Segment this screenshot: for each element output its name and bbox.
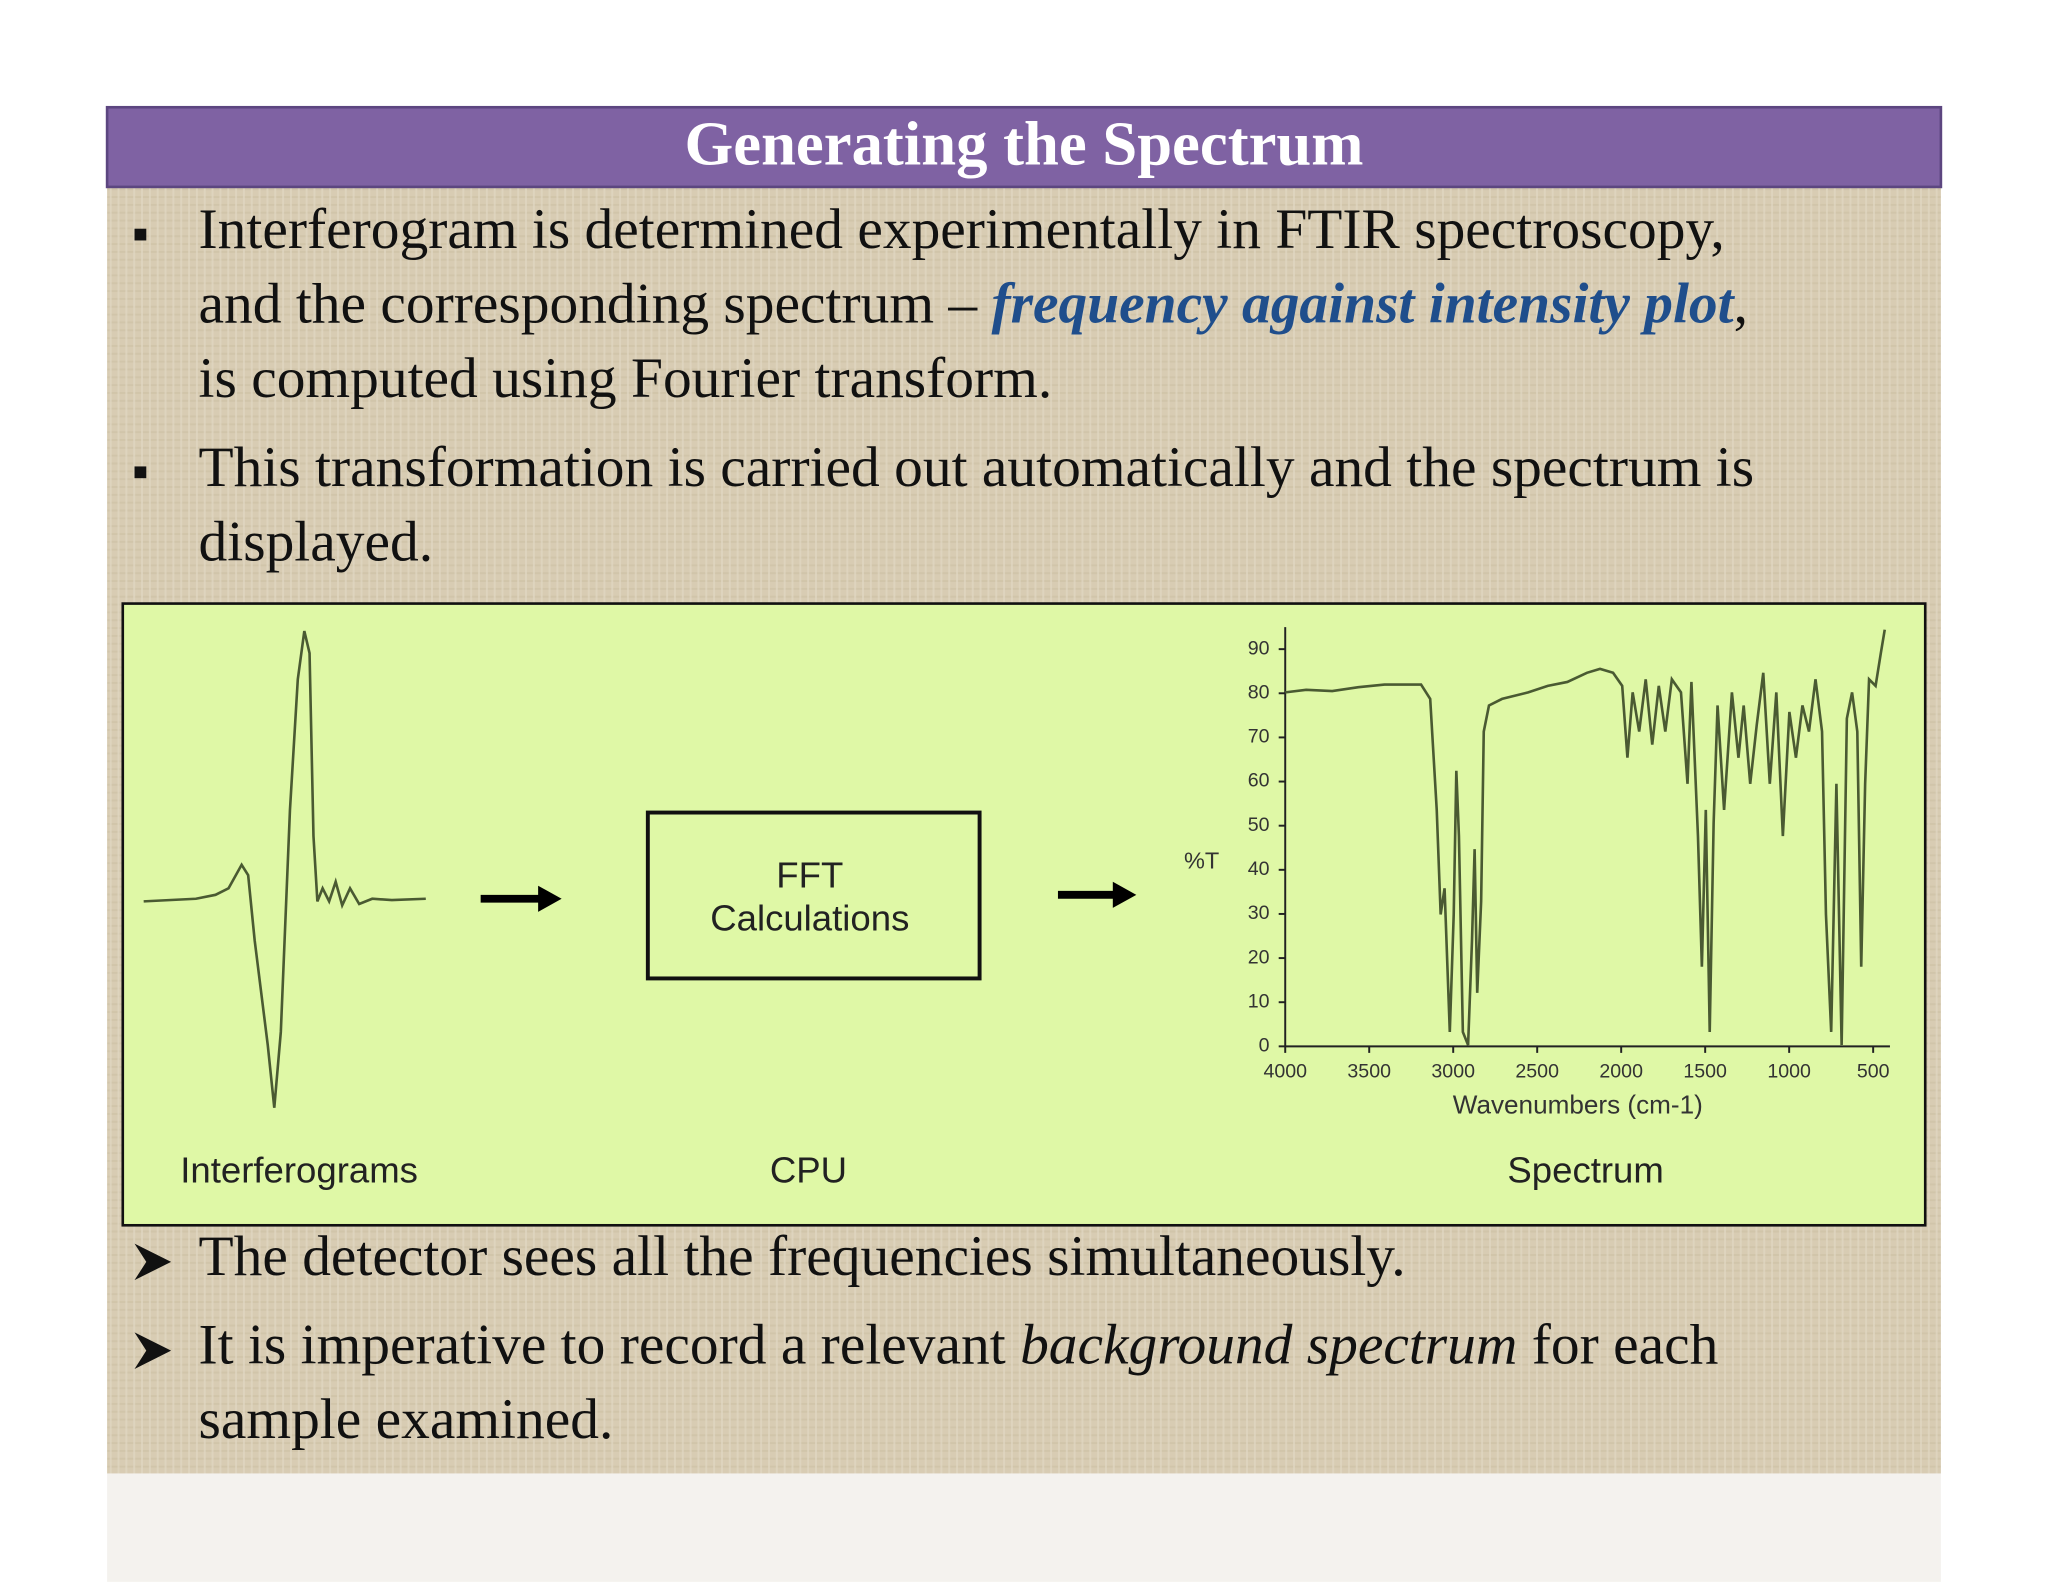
bullet-line: and the corresponding spectrum – frequen… — [199, 273, 1748, 336]
fft-box-label: FFT — [776, 855, 843, 896]
bullet-line: Interferogram is determined experimental… — [199, 198, 1725, 261]
x-tick-label: 3500 — [1347, 1061, 1391, 1083]
bullet-line: This transformation is carried out autom… — [199, 436, 1755, 499]
text-run: background spectrum — [1020, 1314, 1517, 1377]
figure-box — [121, 602, 1927, 1227]
bullet-text: Interferogram is determined experimental… — [134, 198, 1755, 1451]
text-run: The detector sees all the frequencies si… — [199, 1225, 1406, 1288]
y-tick-label: 90 — [1248, 637, 1270, 659]
x-axis-label: Wavenumbers (cm-1) — [1453, 1089, 1703, 1119]
slide-title: Generating the Spectrum — [684, 109, 1363, 179]
y-tick-label: 80 — [1248, 681, 1270, 703]
text-run: It is imperative to record a relevant — [199, 1314, 1021, 1377]
text-run: sample examined. — [199, 1388, 614, 1451]
text-run: for each — [1517, 1314, 1718, 1377]
bullet-marker — [134, 1332, 172, 1369]
y-tick-label: 20 — [1248, 946, 1270, 968]
arrow — [480, 885, 562, 912]
figure-caption: CPU — [770, 1150, 847, 1191]
title-bar — [105, 105, 1943, 189]
text-run: This transformation is carried out autom… — [199, 436, 1755, 499]
text-run: is computed using Fourier transform. — [199, 347, 1053, 410]
bullet-line: The detector sees all the frequencies si… — [199, 1225, 1406, 1288]
fft-box — [645, 810, 982, 981]
text-run: and the corresponding spectrum – — [199, 273, 992, 336]
arrow — [1057, 881, 1137, 908]
y-axis-label: %T — [1184, 847, 1219, 873]
interferogram-curve — [143, 630, 426, 1108]
spectrum-ticks: 4000 3500 3000 2500 2000 1500 1000 500 0 10 20 30 40… — [1248, 637, 1890, 1082]
y-tick-label: 0 — [1259, 1035, 1270, 1057]
y-tick-label: 60 — [1248, 770, 1270, 792]
x-tick-label: 1500 — [1683, 1061, 1727, 1083]
lower-margin — [107, 1473, 1941, 1582]
figure-caption: Interferograms — [180, 1150, 418, 1191]
y-tick-label: 40 — [1248, 858, 1270, 880]
text-run: displayed. — [199, 511, 434, 574]
bullet-line: sample examined. — [199, 1388, 614, 1451]
x-tick-label: 2500 — [1515, 1061, 1559, 1083]
y-tick-label: 70 — [1248, 726, 1270, 748]
y-tick-label: 30 — [1248, 902, 1270, 924]
x-tick-label: 3000 — [1431, 1061, 1475, 1083]
bullet-line: displayed. — [199, 511, 434, 574]
text-run: Interferogram is determined experimental… — [199, 198, 1725, 261]
bullet-line: It is imperative to record a relevant ba… — [199, 1314, 1719, 1377]
fft-box-label: Calculations — [710, 898, 909, 939]
x-tick-label: 4000 — [1263, 1061, 1307, 1083]
bullet-marker — [134, 1243, 172, 1281]
text-run: frequency against intensity plot — [991, 273, 1735, 336]
y-tick-label: 50 — [1248, 814, 1270, 836]
x-tick-label: 2000 — [1599, 1061, 1643, 1083]
ftir-figure: FFT Calculations Interferograms CPU Spec… — [121, 602, 1927, 1227]
spectrum-curve — [1285, 629, 1887, 1046]
bullet-line: is computed using Fourier transform. — [199, 347, 1053, 410]
y-tick-label: 10 — [1248, 990, 1270, 1012]
bullet-marker — [134, 228, 147, 241]
x-tick-label: 1000 — [1767, 1061, 1811, 1083]
figure-caption: Spectrum — [1507, 1150, 1663, 1191]
text-run: , — [1734, 273, 1748, 336]
bullet-marker — [134, 466, 147, 479]
x-tick-label: 500 — [1857, 1061, 1890, 1083]
